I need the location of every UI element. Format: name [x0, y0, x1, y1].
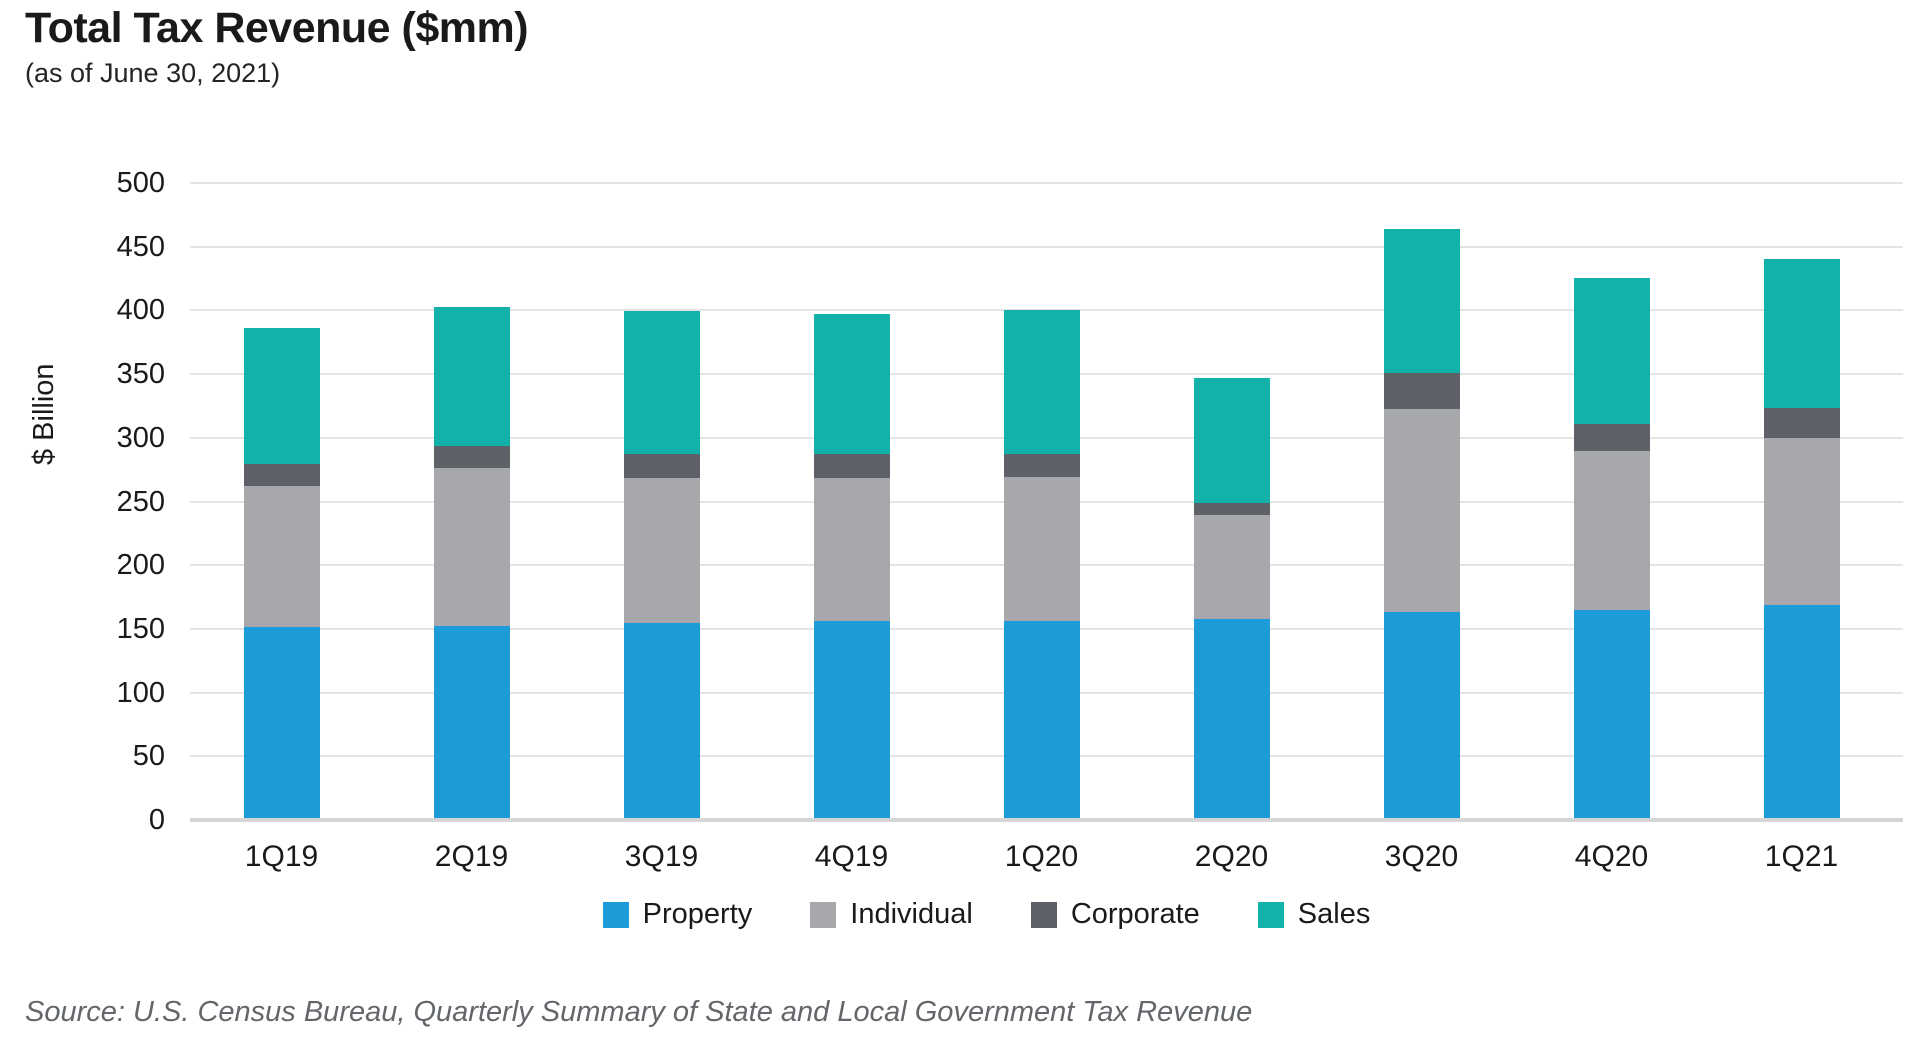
bar-segment-property: [1763, 605, 1840, 818]
x-tick-label: 2Q20: [1194, 840, 1269, 873]
bar-segment-individual: [1003, 476, 1080, 621]
bar-segment-individual: [1573, 451, 1650, 611]
bar-segment-property: [1383, 611, 1460, 818]
bar-segment-individual: [1383, 409, 1460, 612]
bar-segment-sales: [433, 307, 510, 446]
legend-item-individual: Individual: [810, 898, 973, 931]
y-tick-label: 200: [116, 549, 165, 582]
y-tick-label: 0: [148, 804, 165, 836]
legend-label: Corporate: [1070, 898, 1200, 930]
bar-group-1q20: [1003, 309, 1080, 818]
legend: Property Individual Corporate Sales: [30, 898, 1913, 931]
bar-segment-property: [813, 620, 890, 818]
bar-group-1q21: [1763, 258, 1840, 818]
bar-segment-property: [623, 623, 700, 818]
bar-segment-corporate: [623, 453, 700, 478]
bar-segment-sales: [1763, 258, 1840, 408]
bar-segment-individual: [243, 485, 320, 627]
x-axis-baseline: [190, 818, 1903, 822]
bar-segment-corporate: [1763, 407, 1840, 439]
bar-segment-individual: [1193, 514, 1270, 620]
source-note: Source: U.S. Census Bureau, Quarterly Su…: [25, 996, 1253, 1028]
bar-segment-corporate: [243, 463, 320, 486]
bar-group-3q19: [623, 310, 700, 818]
y-tick-label: 150: [116, 612, 165, 645]
bar-segment-sales: [1383, 229, 1460, 374]
x-tick-label: 2Q19: [434, 840, 509, 873]
legend-swatch-corporate: [1030, 901, 1057, 928]
bar-segment-sales: [243, 327, 320, 464]
bar-group-1q19: [243, 327, 320, 818]
y-tick-label: 450: [116, 230, 165, 263]
bar-segment-sales: [1193, 378, 1270, 504]
y-tick-label: 100: [116, 676, 165, 709]
x-tick-label: 1Q21: [1764, 840, 1839, 873]
bar-segment-sales: [813, 313, 890, 454]
bar-segment-property: [1573, 610, 1650, 818]
bar-segment-property: [433, 625, 510, 818]
legend-item-sales: Sales: [1257, 898, 1371, 931]
bar-segment-individual: [623, 477, 700, 624]
legend-label: Individual: [850, 898, 973, 930]
bar-segment-corporate: [1573, 424, 1650, 452]
bar-group-4q19: [813, 313, 890, 818]
x-tick-label: 1Q19: [244, 840, 319, 873]
bar-segment-corporate: [433, 446, 510, 468]
x-tick-label: 1Q20: [1004, 840, 1079, 873]
x-tick-label: 4Q19: [814, 840, 889, 873]
bar-segment-sales: [623, 310, 700, 454]
gridline: [190, 245, 1903, 248]
legend-item-corporate: Corporate: [1030, 898, 1200, 931]
bar-group-2q19: [433, 307, 510, 818]
legend-swatch-sales: [1257, 901, 1284, 928]
bar-group-2q20: [1193, 378, 1270, 818]
legend-swatch-individual: [810, 901, 837, 928]
legend-label: Property: [642, 898, 753, 930]
x-tick-label: 3Q19: [624, 840, 699, 873]
y-tick-label: 50: [132, 740, 165, 773]
legend-item-property: Property: [602, 898, 753, 931]
bar-segment-corporate: [1383, 373, 1460, 410]
bar-group-4q20: [1573, 277, 1650, 818]
bar-segment-individual: [813, 477, 890, 621]
x-tick-label: 4Q20: [1574, 840, 1649, 873]
y-tick-label: 350: [116, 358, 165, 391]
bar-segment-corporate: [813, 453, 890, 478]
y-tick-label: 300: [116, 421, 165, 454]
bar-segment-sales: [1573, 277, 1650, 425]
x-tick-label: 3Q20: [1384, 840, 1459, 873]
bar-segment-corporate: [1193, 503, 1270, 515]
chart-title: Total Tax Revenue ($mm): [25, 4, 529, 52]
y-tick-label: 500: [116, 167, 165, 199]
y-tick-label: 250: [116, 485, 165, 518]
plot-area: 0 50 100 150 200 250 300 350 400 450 500 1Q19 2Q19 3Q…: [117, 167, 1903, 873]
y-axis-title-text: $ Billion: [28, 363, 60, 465]
bar-group-3q20: [1383, 229, 1460, 818]
legend-label: Sales: [1297, 898, 1371, 930]
bar-segment-property: [243, 626, 320, 818]
legend-swatch-property: [602, 901, 629, 928]
chart-subtitle: (as of June 30, 2021): [25, 58, 281, 88]
gridline: [190, 182, 1903, 184]
bar-segment-individual: [1763, 438, 1840, 606]
bar-segment-sales: [1003, 309, 1080, 454]
bar-segment-individual: [433, 467, 510, 626]
bar-segment-property: [1003, 620, 1080, 818]
bar-segment-corporate: [1003, 453, 1080, 477]
y-tick-label: 400: [116, 294, 165, 327]
bar-segment-property: [1193, 619, 1270, 818]
